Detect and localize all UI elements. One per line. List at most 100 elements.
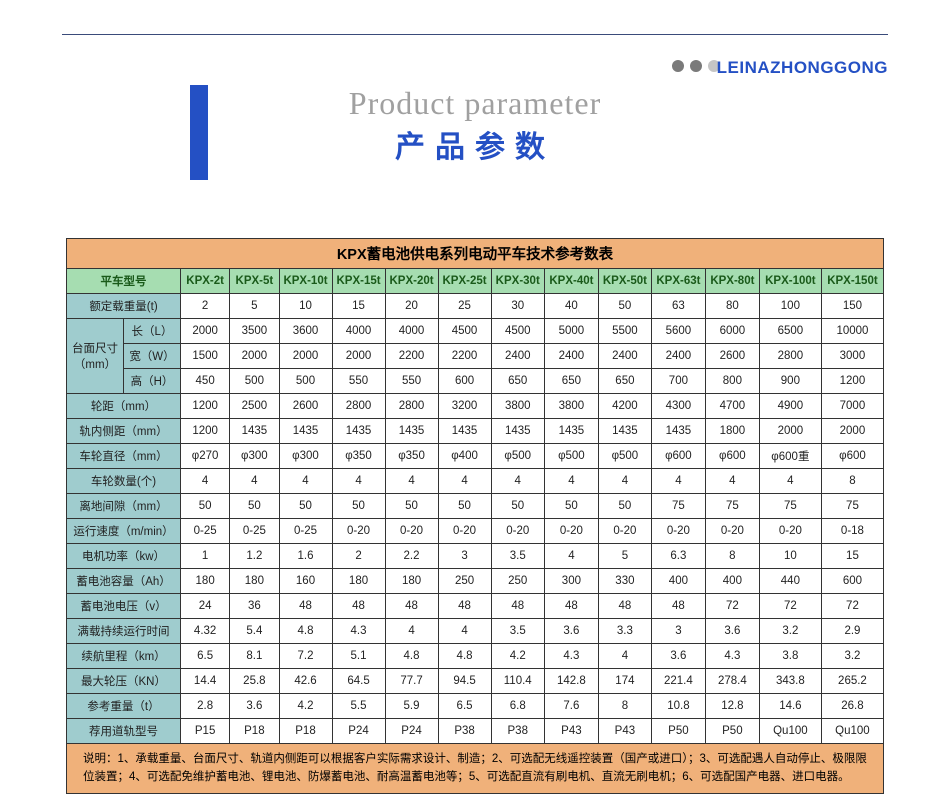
- data-cell: 50: [598, 494, 651, 519]
- data-cell: 550: [332, 369, 385, 394]
- data-cell: 3: [438, 544, 491, 569]
- data-cell: 150: [821, 294, 883, 319]
- data-cell: 4: [438, 619, 491, 644]
- data-cell: 160: [279, 569, 332, 594]
- data-cell: 10.8: [651, 694, 705, 719]
- row-label: 续航里程（km）: [67, 644, 181, 669]
- data-cell: 400: [705, 569, 759, 594]
- data-cell: 0-25: [279, 519, 332, 544]
- data-cell: 1435: [332, 419, 385, 444]
- model-col: KPX-15t: [332, 269, 385, 294]
- data-cell: 2000: [230, 344, 279, 369]
- data-cell: 3500: [230, 319, 279, 344]
- data-cell: 4500: [438, 319, 491, 344]
- data-cell: 1.2: [230, 544, 279, 569]
- data-cell: 142.8: [544, 669, 598, 694]
- data-cell: 50: [230, 494, 279, 519]
- data-cell: 14.4: [181, 669, 230, 694]
- data-cell: 4.8: [438, 644, 491, 669]
- data-cell: 4.8: [385, 644, 438, 669]
- data-cell: 2.8: [181, 694, 230, 719]
- data-cell: 700: [651, 369, 705, 394]
- model-col: KPX-10t: [279, 269, 332, 294]
- data-cell: 5: [230, 294, 279, 319]
- data-cell: 650: [491, 369, 544, 394]
- model-col: KPX-50t: [598, 269, 651, 294]
- model-row: 平车型号 KPX-2t KPX-5t KPX-10t KPX-15t KPX-2…: [67, 269, 884, 294]
- data-cell: 3800: [491, 394, 544, 419]
- data-cell: 48: [651, 594, 705, 619]
- dot-icon: [672, 60, 684, 72]
- data-cell: 1435: [544, 419, 598, 444]
- data-cell: 0-20: [332, 519, 385, 544]
- table-row: 高（H）450500500550550600650650650700800900…: [67, 369, 884, 394]
- data-cell: 1: [181, 544, 230, 569]
- data-cell: 50: [279, 494, 332, 519]
- data-cell: 4700: [705, 394, 759, 419]
- row-label: 车轮数量(个): [67, 469, 181, 494]
- data-cell: 50: [598, 294, 651, 319]
- data-cell: 7.2: [279, 644, 332, 669]
- data-cell: 4.2: [279, 694, 332, 719]
- table-row: 车轮直径（mm）φ270φ300φ300φ350φ350φ400φ500φ500…: [67, 444, 884, 469]
- data-cell: 4: [544, 544, 598, 569]
- data-cell: 4: [181, 469, 230, 494]
- data-cell: 40: [544, 294, 598, 319]
- table-row: 宽（W）150020002000200022002200240024002400…: [67, 344, 884, 369]
- data-cell: 48: [279, 594, 332, 619]
- data-cell: 4900: [759, 394, 821, 419]
- data-cell: 1500: [181, 344, 230, 369]
- title-english: Product parameter: [0, 85, 950, 122]
- data-cell: 2.2: [385, 544, 438, 569]
- data-cell: 10: [279, 294, 332, 319]
- data-cell: 10000: [821, 319, 883, 344]
- data-cell: 600: [438, 369, 491, 394]
- data-cell: 8.1: [230, 644, 279, 669]
- data-cell: 20: [385, 294, 438, 319]
- model-col: KPX-40t: [544, 269, 598, 294]
- row-label: 蓄电池容量（Ah）: [67, 569, 181, 594]
- data-cell: 2500: [230, 394, 279, 419]
- data-cell: 300: [544, 569, 598, 594]
- data-cell: 48: [438, 594, 491, 619]
- data-cell: 4500: [491, 319, 544, 344]
- data-cell: 2.9: [821, 619, 883, 644]
- data-cell: 2000: [332, 344, 385, 369]
- table-row: 运行速度（m/min）0-250-250-250-200-200-200-200…: [67, 519, 884, 544]
- brand-name: LEINAZHONGGONG: [717, 58, 888, 78]
- data-cell: 221.4: [651, 669, 705, 694]
- data-cell: 75: [705, 494, 759, 519]
- data-cell: 0-18: [821, 519, 883, 544]
- data-cell: 3.6: [544, 619, 598, 644]
- data-cell: 6.5: [181, 644, 230, 669]
- data-cell: 5000: [544, 319, 598, 344]
- table-row: 蓄电池容量（Ah）1801801601801802502503003304004…: [67, 569, 884, 594]
- data-cell: 2000: [821, 419, 883, 444]
- data-cell: 0-20: [759, 519, 821, 544]
- data-cell: 75: [821, 494, 883, 519]
- dot-icon: [690, 60, 702, 72]
- data-cell: 63: [651, 294, 705, 319]
- data-cell: 50: [544, 494, 598, 519]
- data-cell: 4: [332, 469, 385, 494]
- data-cell: φ270: [181, 444, 230, 469]
- data-cell: 1800: [705, 419, 759, 444]
- row-label: 高（H）: [124, 369, 181, 394]
- data-cell: 180: [181, 569, 230, 594]
- data-cell: 2400: [544, 344, 598, 369]
- row-label: 荐用道轨型号: [67, 719, 181, 744]
- table-row: 满载持续运行时间4.325.44.84.3443.53.63.333.63.22…: [67, 619, 884, 644]
- data-cell: 3.5: [491, 619, 544, 644]
- model-col: KPX-25t: [438, 269, 491, 294]
- data-cell: 500: [279, 369, 332, 394]
- data-cell: 4: [491, 469, 544, 494]
- data-cell: 3: [651, 619, 705, 644]
- spec-table: KPX蓄电池供电系列电动平车技术参考数表 平车型号 KPX-2t KPX-5t …: [66, 238, 884, 794]
- data-cell: φ500: [598, 444, 651, 469]
- data-cell: 0-20: [651, 519, 705, 544]
- data-cell: 650: [598, 369, 651, 394]
- data-cell: 15: [332, 294, 385, 319]
- data-cell: 2800: [759, 344, 821, 369]
- data-cell: 174: [598, 669, 651, 694]
- data-cell: 180: [230, 569, 279, 594]
